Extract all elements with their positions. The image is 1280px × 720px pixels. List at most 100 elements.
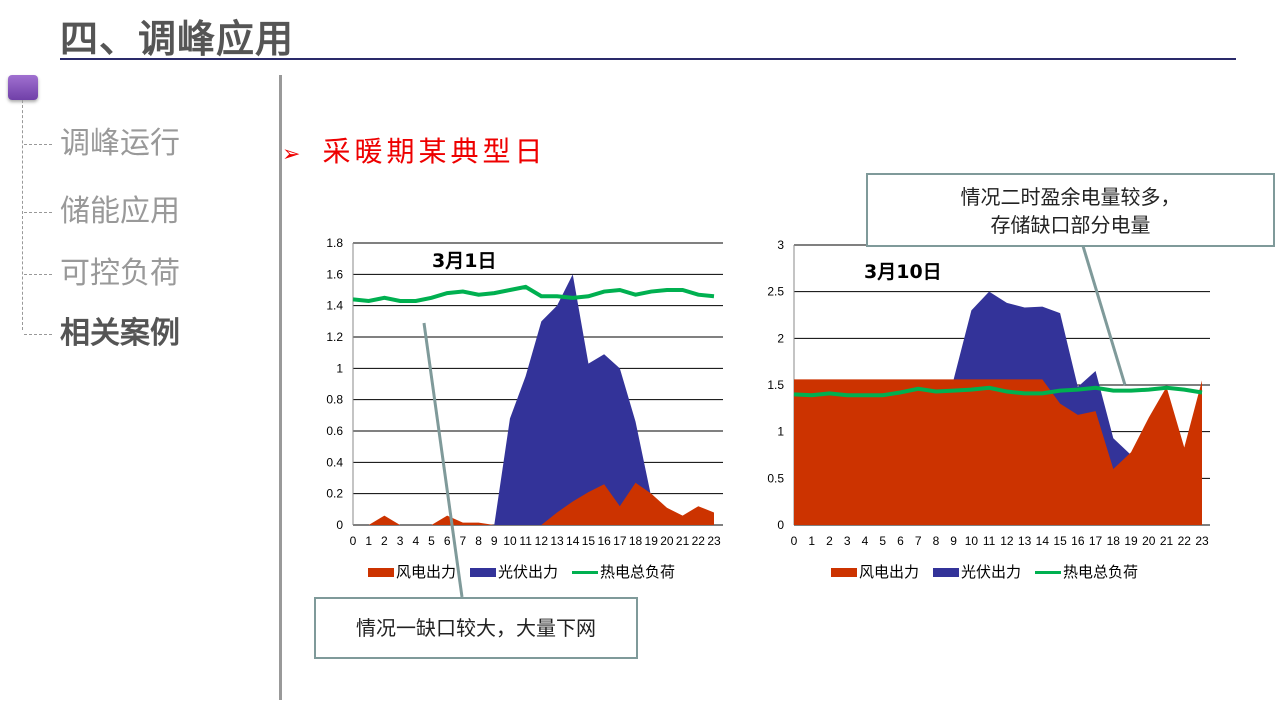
x-tick-label: 19 bbox=[1124, 534, 1138, 548]
x-tick-label: 7 bbox=[460, 534, 467, 548]
chart2-legend: 风电出力 光伏出力 热电总负荷 bbox=[831, 561, 1138, 582]
x-tick-label: 0 bbox=[791, 534, 798, 548]
x-tick-label: 3 bbox=[844, 534, 851, 548]
load-line-icon bbox=[572, 571, 599, 574]
wind-swatch-icon bbox=[368, 568, 394, 577]
sidebar-item-label: 储能应用 bbox=[60, 194, 180, 229]
x-tick-label: 1 bbox=[808, 534, 815, 548]
x-tick-label: 4 bbox=[862, 534, 869, 548]
sidebar-item-storage[interactable]: 储能应用 bbox=[24, 186, 180, 230]
x-tick-label: 15 bbox=[1053, 534, 1067, 548]
x-tick-label: 18 bbox=[629, 534, 643, 548]
wind-area bbox=[353, 482, 714, 525]
subheading-text: 采暖期某典型日 bbox=[322, 135, 547, 168]
x-tick-label: 22 bbox=[1178, 534, 1192, 548]
sidebar-item-label: 可控负荷 bbox=[60, 256, 180, 291]
x-tick-label: 5 bbox=[428, 534, 435, 548]
x-tick-label: 12 bbox=[1000, 534, 1014, 548]
callout1-pointer bbox=[422, 322, 464, 598]
y-tick-label: 0.8 bbox=[326, 393, 343, 407]
y-tick-label: 1 bbox=[777, 425, 784, 439]
sidebar-item-controllable-load[interactable]: 可控负荷 bbox=[24, 248, 180, 292]
x-tick-label: 17 bbox=[1089, 534, 1103, 548]
x-tick-label: 5 bbox=[879, 534, 886, 548]
x-tick-label: 21 bbox=[676, 534, 690, 548]
y-tick-label: 1.2 bbox=[326, 330, 343, 344]
legend-item-load: 热电总负荷 bbox=[1035, 561, 1138, 582]
callout-case2-line1: 情况二时盈余电量较多， bbox=[960, 185, 1181, 209]
legend-item-pv: 光伏出力 bbox=[470, 561, 558, 582]
x-tick-label: 0 bbox=[350, 534, 357, 548]
pv-swatch-icon bbox=[933, 568, 960, 577]
x-tick-label: 23 bbox=[707, 534, 721, 548]
x-tick-label: 23 bbox=[1195, 534, 1209, 548]
chart2-title: 3月10日 bbox=[864, 261, 942, 283]
x-tick-label: 14 bbox=[566, 534, 580, 548]
y-tick-label: 1.8 bbox=[326, 236, 343, 250]
y-tick-label: 1 bbox=[336, 361, 343, 375]
y-tick-label: 0.4 bbox=[326, 455, 343, 469]
x-tick-label: 20 bbox=[1142, 534, 1156, 548]
load-line-icon bbox=[1035, 571, 1062, 574]
chart1-title: 3月1日 bbox=[432, 250, 497, 272]
pv-area bbox=[353, 274, 714, 525]
section-subheading: ➢ 采暖期某典型日 bbox=[282, 130, 546, 170]
y-tick-label: 2.5 bbox=[767, 285, 784, 299]
chart1: 00.20.40.60.811.21.41.61.80 1 2 3 4 5 6 7 8 9 10 11… bbox=[326, 236, 723, 548]
x-tick-label: 14 bbox=[1036, 534, 1050, 548]
x-tick-label: 8 bbox=[933, 534, 940, 548]
x-tick-label: 11 bbox=[519, 534, 532, 548]
x-tick-label: 22 bbox=[692, 534, 706, 548]
x-tick-label: 9 bbox=[950, 534, 957, 548]
x-tick-label: 13 bbox=[550, 534, 564, 548]
x-tick-label: 19 bbox=[645, 534, 659, 548]
x-tick-label: 16 bbox=[1071, 534, 1085, 548]
y-tick-label: 0.5 bbox=[767, 471, 784, 485]
y-tick-label: 3 bbox=[777, 238, 784, 252]
x-tick-label: 6 bbox=[444, 534, 451, 548]
x-tick-label: 10 bbox=[965, 534, 979, 548]
x-tick-label: 12 bbox=[535, 534, 549, 548]
x-tick-label: 2 bbox=[381, 534, 388, 548]
callout-case2: 情况二时盈余电量较多， 存储缺口部分电量 bbox=[866, 173, 1275, 247]
pv-swatch-icon bbox=[470, 568, 497, 577]
sidebar-item-cases[interactable]: 相关案例 bbox=[24, 308, 180, 352]
x-tick-label: 9 bbox=[491, 534, 498, 548]
x-tick-label: 11 bbox=[983, 534, 996, 548]
vertical-divider bbox=[279, 75, 282, 700]
x-tick-label: 16 bbox=[597, 534, 611, 548]
sidebar-item-label: 相关案例 bbox=[60, 316, 180, 351]
wind-area bbox=[794, 379, 1202, 525]
callout-case2-line2: 存储缺口部分电量 bbox=[990, 213, 1151, 237]
legend-item-wind: 风电出力 bbox=[831, 561, 919, 582]
menu-marker-icon bbox=[8, 75, 38, 100]
y-tick-label: 1.6 bbox=[326, 267, 343, 281]
menu-connector-line bbox=[22, 100, 23, 330]
x-tick-label: 15 bbox=[582, 534, 596, 548]
x-tick-label: 18 bbox=[1107, 534, 1121, 548]
sidebar-item-peak-operation[interactable]: 调峰运行 bbox=[24, 118, 180, 162]
x-tick-label: 10 bbox=[503, 534, 517, 548]
y-tick-label: 1.5 bbox=[767, 378, 784, 392]
x-tick-label: 13 bbox=[1018, 534, 1032, 548]
x-tick-label: 20 bbox=[660, 534, 674, 548]
title-underline bbox=[60, 58, 1236, 60]
load-line bbox=[793, 385, 1203, 398]
x-tick-label: 6 bbox=[897, 534, 904, 548]
y-tick-label: 2 bbox=[777, 331, 784, 345]
y-tick-label: 0.2 bbox=[326, 487, 343, 501]
x-tick-label: 21 bbox=[1160, 534, 1174, 548]
sidebar-item-label: 调峰运行 bbox=[60, 126, 180, 161]
arrow-right-icon: ➢ bbox=[282, 142, 305, 167]
legend-item-wind: 风电出力 bbox=[368, 561, 456, 582]
page-title: 四、调峰应用 bbox=[60, 17, 295, 61]
x-tick-label: 3 bbox=[397, 534, 404, 548]
wind-swatch-icon bbox=[831, 568, 857, 577]
chart2: 00.511.522.530 1 2 3 4 5 6 7 8 9 10 11 12 13 14 15 16 17 1… bbox=[767, 238, 1210, 548]
x-tick-label: 2 bbox=[826, 534, 833, 548]
y-tick-label: 0.6 bbox=[326, 424, 343, 438]
callout2-pointer bbox=[1081, 245, 1127, 386]
y-tick-label: 1.4 bbox=[326, 299, 343, 313]
x-tick-label: 4 bbox=[412, 534, 419, 548]
